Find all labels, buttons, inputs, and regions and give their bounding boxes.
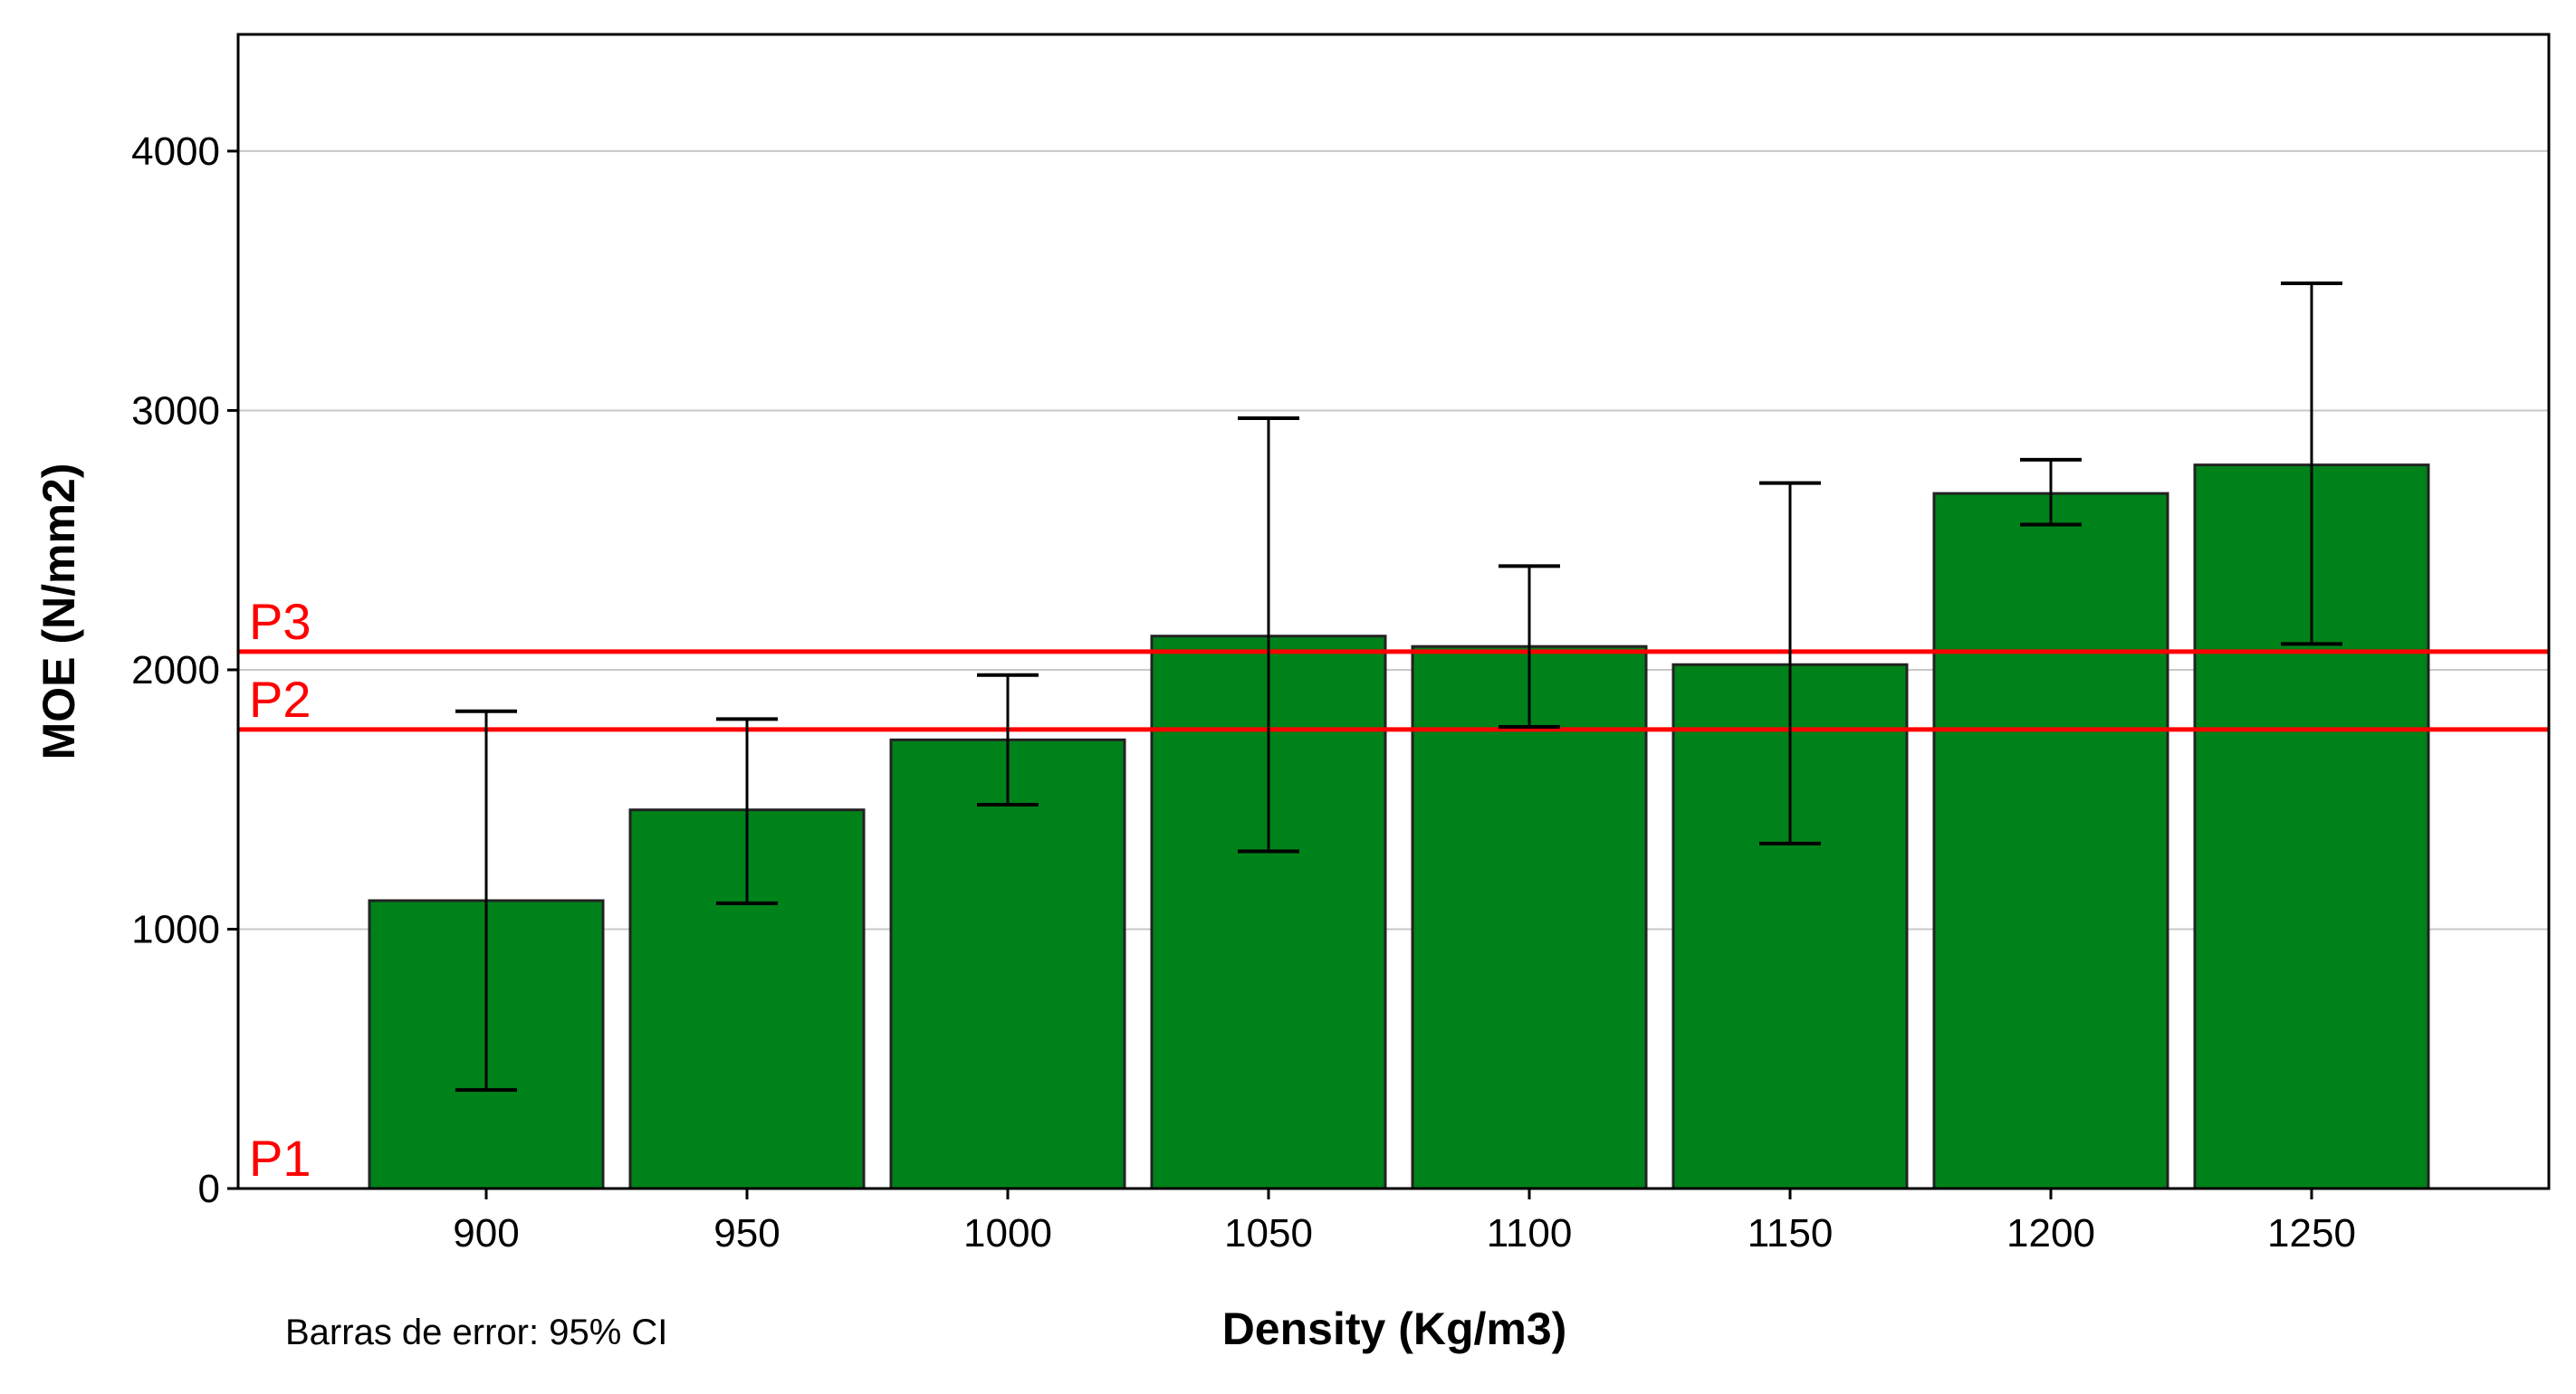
bar	[1932, 492, 2169, 1190]
y-tick-label: 1000	[131, 907, 220, 951]
reference-lines: P1 P2 P3	[238, 593, 2549, 1187]
x-tick-label: 1050	[1224, 1211, 1313, 1256]
error-bar	[716, 717, 778, 905]
y-tick-label: 0	[198, 1167, 220, 1211]
x-axis-ticks: 900 950 1000 1050 1100 1150 1200 1250	[453, 1189, 2356, 1256]
error-bars	[455, 282, 2342, 1093]
y-tick-label: 4000	[131, 129, 220, 174]
error-bar	[1499, 564, 1560, 729]
plot-frame	[236, 33, 2551, 1190]
y-tick-label: 2000	[131, 648, 220, 692]
error-bar-note: Barras de error: 95% CI	[285, 1313, 667, 1352]
x-tick-label: 1200	[2006, 1211, 2095, 1256]
x-tick-label: 900	[453, 1211, 519, 1256]
x-axis-title: Density (Kg/m3)	[1222, 1303, 1567, 1354]
error-bar	[977, 673, 1039, 807]
y-axis-title: MOE (N/mm2)	[34, 463, 84, 760]
reference-line-label: P3	[249, 593, 311, 650]
y-tick-label: 3000	[131, 388, 220, 433]
x-tick-label: 1100	[1487, 1211, 1573, 1256]
error-bar	[1238, 416, 1299, 854]
error-bar	[2020, 457, 2082, 527]
x-tick-label: 1000	[963, 1211, 1052, 1256]
reference-line-label: P1	[249, 1130, 311, 1187]
error-bar	[455, 709, 517, 1093]
bar	[889, 738, 1126, 1190]
error-bar	[1759, 481, 1821, 845]
x-tick-label: 950	[713, 1211, 780, 1256]
y-axis-ticks: 0 1000 2000 3000 4000	[131, 129, 238, 1211]
x-tick-label: 1150	[1748, 1211, 1834, 1256]
reference-line-label: P2	[249, 671, 311, 728]
x-tick-label: 1250	[2267, 1211, 2356, 1256]
error-bar	[2281, 282, 2342, 646]
bar	[1411, 644, 1648, 1190]
